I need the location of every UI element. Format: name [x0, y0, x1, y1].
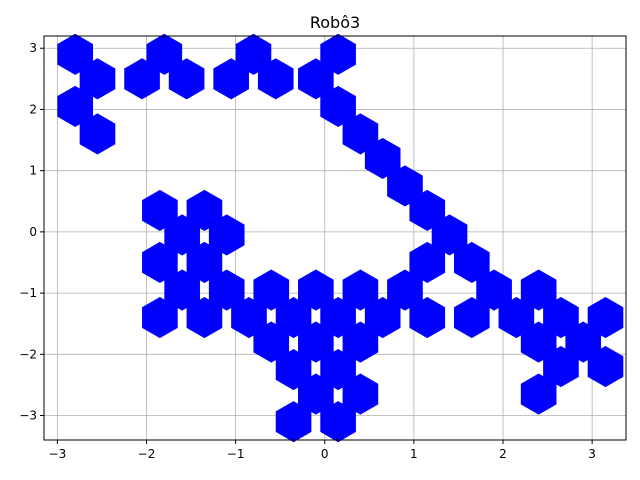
hexagon-point — [235, 33, 272, 75]
hexagon-point — [387, 165, 423, 207]
y-tick-label: 2 — [29, 102, 37, 116]
hexagon-point — [208, 214, 245, 256]
hexagon-point — [253, 321, 290, 363]
hexagon-point — [142, 297, 178, 339]
x-tick-label: 3 — [588, 447, 596, 461]
hexagon-point — [543, 345, 579, 388]
hexagon-point — [587, 345, 624, 388]
hexagon-point — [186, 189, 223, 232]
x-tick-label: −2 — [138, 447, 156, 461]
y-tick-label: −1 — [19, 286, 37, 300]
x-tick-label: −1 — [227, 447, 245, 461]
hexagon-point — [164, 269, 200, 311]
hexagon-point — [409, 241, 446, 284]
y-tick-label: −3 — [19, 409, 37, 423]
hexagon-point — [298, 373, 334, 415]
hexagon-point — [79, 58, 116, 100]
hexagon-point — [520, 269, 557, 311]
ticks: −3 −2 −1 0 1 2 3 −3 −2 −1 0 1 2 3 — [19, 41, 596, 461]
hexagon-point — [476, 269, 512, 311]
hexagon-point — [409, 297, 446, 339]
hexagon-point — [298, 269, 334, 311]
hexagon-point — [320, 85, 356, 127]
hexagon-point — [320, 401, 356, 443]
y-tick-label: −2 — [19, 347, 37, 361]
hexagon-point — [275, 401, 312, 443]
hexagon-point — [298, 58, 334, 100]
hexagon-point — [543, 297, 579, 339]
hexagon-point — [364, 297, 401, 339]
hexagon-point — [208, 269, 245, 311]
hexagon-point — [520, 373, 557, 415]
hexagon-point — [453, 297, 490, 339]
hexagon-point — [186, 297, 223, 339]
y-tick-label: 0 — [29, 225, 37, 239]
hexagon-point — [146, 33, 183, 75]
hexagon-point — [57, 85, 94, 127]
x-tick-label: 1 — [410, 447, 418, 461]
hexagon-point — [142, 189, 178, 232]
hexagon-point — [320, 297, 356, 339]
hexagon-point — [320, 349, 356, 391]
hexagon-point — [409, 189, 446, 232]
hexagon-point — [142, 241, 178, 284]
hexagon-point — [431, 214, 468, 256]
axes-frame — [43, 35, 627, 441]
hexagon-point — [364, 137, 401, 179]
x-tick-label: 2 — [499, 447, 507, 461]
hexagon-point — [275, 349, 312, 391]
chart-title: Robô3 — [310, 13, 360, 32]
hexagon-point — [298, 321, 334, 363]
hexagon-point — [124, 58, 160, 100]
y-tick-label: 3 — [29, 41, 37, 55]
y-tick-label: 1 — [29, 164, 37, 178]
hexagon-point — [257, 58, 294, 100]
hexagon-point — [275, 297, 312, 339]
hexagon-point — [342, 269, 379, 311]
hexagon-point — [520, 321, 557, 363]
hexagon-point — [253, 269, 290, 311]
hexagon-point — [168, 58, 205, 100]
hexagon-point — [453, 241, 490, 284]
x-tick-label: −3 — [49, 447, 67, 461]
hexagon-point — [342, 373, 379, 415]
hexagon-point — [164, 214, 200, 256]
hexagon-point — [342, 113, 379, 155]
hexagon-point — [57, 33, 94, 75]
hexagon-point — [213, 58, 249, 100]
hexagon-point — [587, 297, 624, 339]
hexagon-point — [342, 321, 379, 363]
data-points — [57, 33, 624, 443]
hexagon-point — [320, 33, 356, 75]
hexagon-point — [186, 241, 223, 284]
x-tick-label: 0 — [321, 447, 329, 461]
hexagon-point — [79, 113, 116, 155]
